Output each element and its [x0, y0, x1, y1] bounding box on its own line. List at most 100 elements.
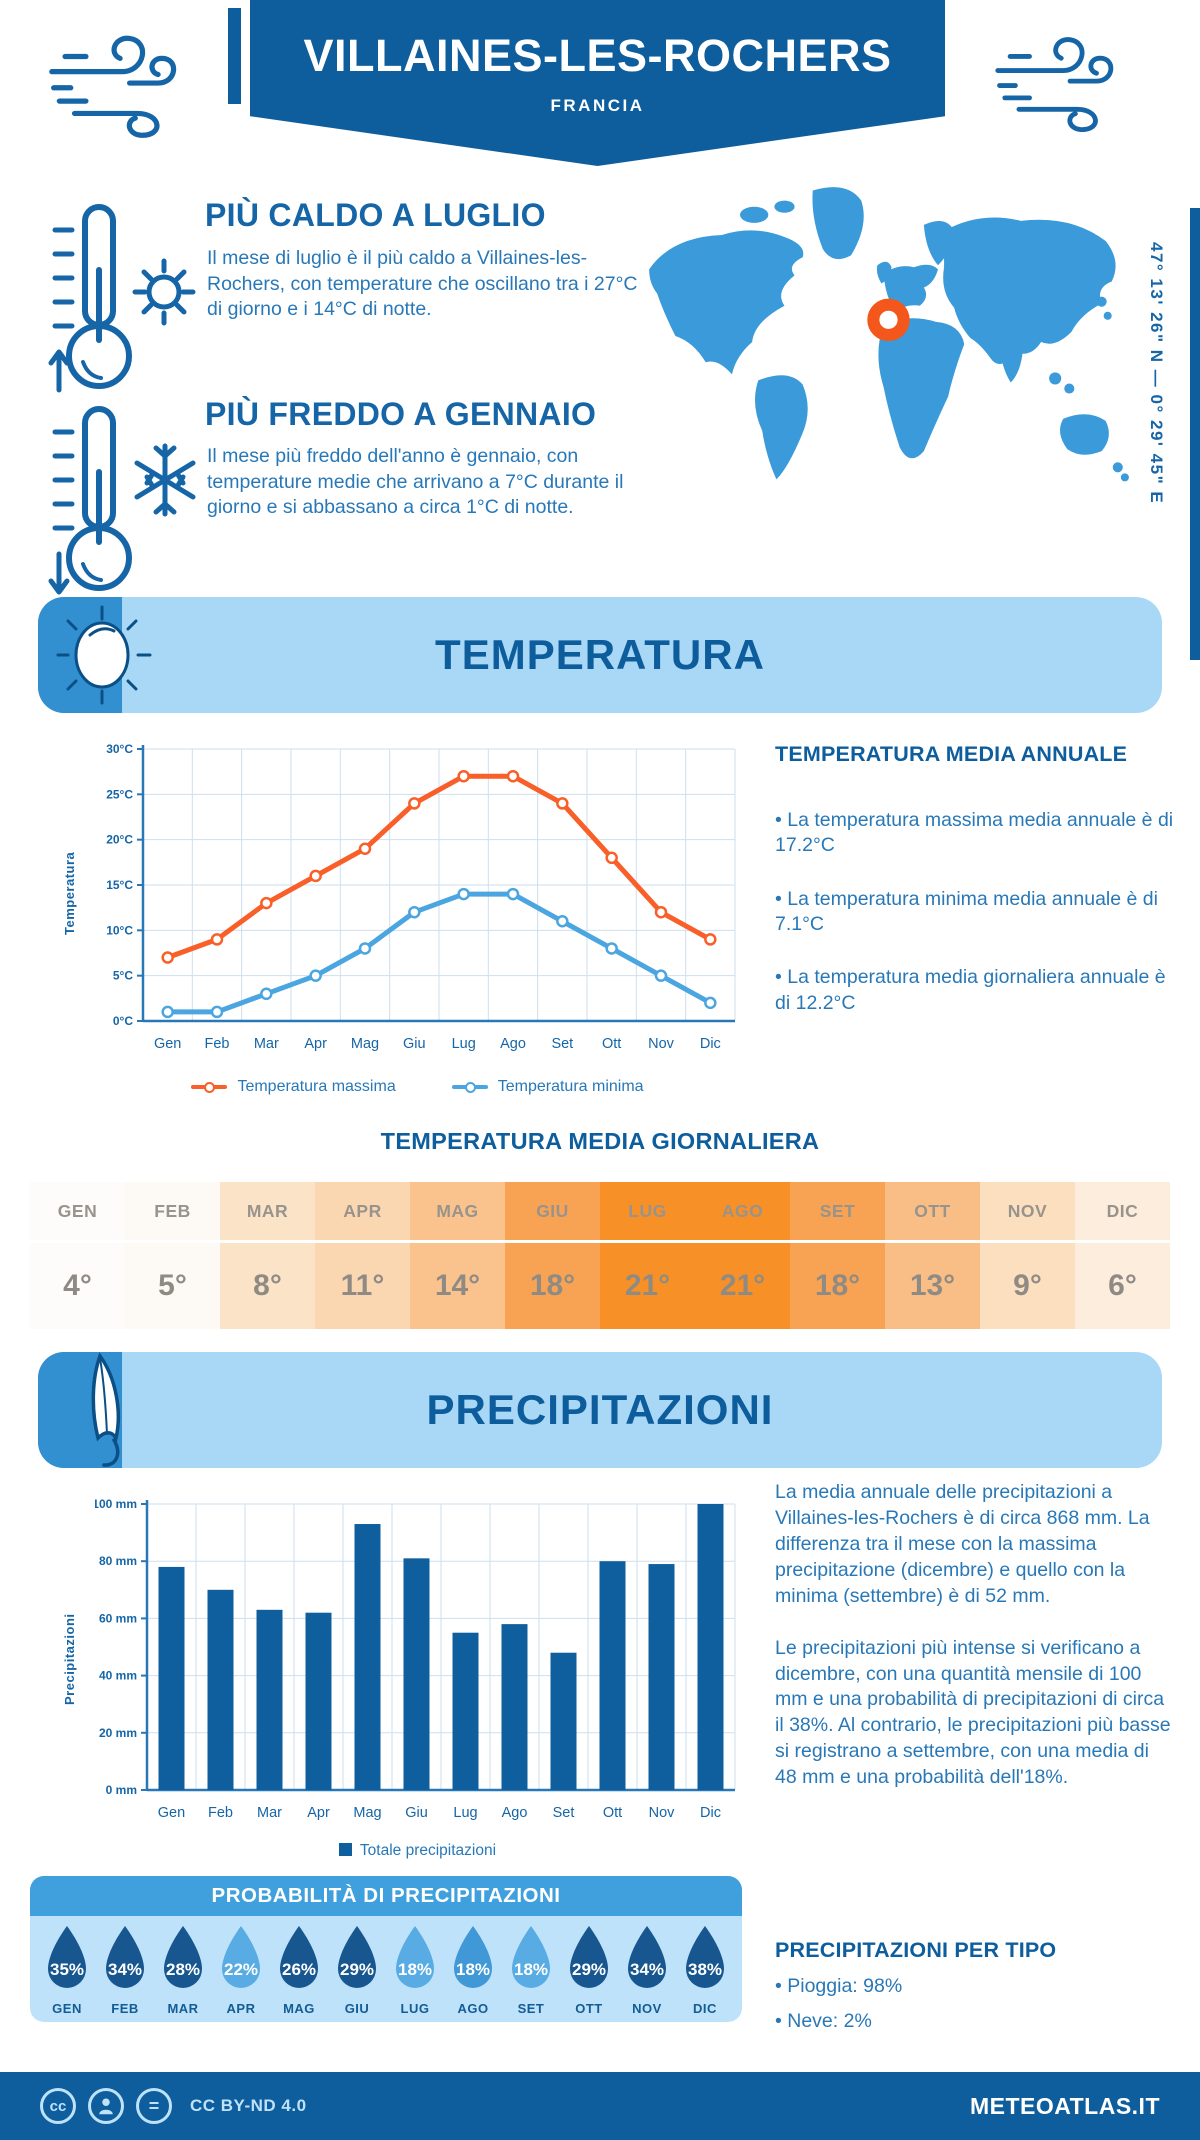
temp-table-column: LUG 21°	[600, 1182, 695, 1329]
precip-bar	[550, 1652, 577, 1790]
x-tick-label: Set	[551, 1036, 573, 1052]
x-tick-label: Set	[553, 1805, 575, 1821]
drop-percent: 18%	[513, 1960, 549, 1979]
drop-percent: 22%	[223, 1960, 259, 1979]
person-icon	[88, 2088, 124, 2124]
temperature-section-title: TEMPERATURA	[435, 631, 765, 678]
temp-table-column: DIC 6°	[1075, 1182, 1170, 1329]
precip-bar	[452, 1632, 479, 1790]
temp-value: 21°	[695, 1243, 790, 1329]
site-label: METEOATLAS.IT	[969, 2092, 1160, 2119]
month-label: FEB	[125, 1182, 220, 1240]
precip-bar	[305, 1612, 332, 1790]
warm-title: PIÙ CALDO A LUGLIO	[205, 197, 546, 233]
temp-point	[556, 797, 569, 810]
temp-table-column: NOV 9°	[980, 1182, 1075, 1329]
page-title: VILLAINES-LES-ROCHERS	[303, 30, 892, 81]
temp-point	[556, 915, 569, 928]
license-group: cc = CC BY-ND 4.0	[40, 2088, 307, 2124]
probability-drops: 35% GEN 34% FEB 28% MAR 22% APR 26% MAG 29% GIU 18% L…	[30, 1916, 742, 2016]
x-tick-label: Dic	[700, 1805, 721, 1821]
temp-table-column: GEN 4°	[30, 1182, 125, 1329]
wind-icon	[49, 35, 177, 138]
x-tick-label: Gen	[154, 1036, 181, 1052]
thermometer-down-icon	[48, 406, 132, 595]
precip-bar	[599, 1561, 626, 1790]
drop-percent: 28%	[165, 1960, 201, 1979]
drop-icon	[396, 1926, 434, 1988]
month-label: AGO	[695, 1182, 790, 1240]
probability-drop: 35% GEN	[39, 1924, 95, 2016]
drop-month-label: GEN	[52, 2001, 82, 2016]
temp-value: 14°	[410, 1243, 505, 1329]
location-marker	[867, 298, 910, 342]
y-tick-label: 80 mm	[99, 1554, 137, 1568]
temp-value: 5°	[125, 1243, 220, 1329]
temp-point	[260, 896, 273, 910]
x-tick-label: Mag	[353, 1805, 381, 1821]
temperature-chart: 0°C 5°C 10°C 15°C 20°C 25°C 30°C Gen Feb Mar Apr Ma…	[106, 742, 736, 1052]
precip-bar	[207, 1589, 234, 1790]
probability-drop: 34% FEB	[97, 1924, 153, 2016]
precipitation-section-band: PRECIPITAZIONI	[38, 1352, 1162, 1468]
x-tick-label: Apr	[304, 1036, 327, 1052]
probability-drop: 18% LUG	[387, 1924, 443, 2016]
month-label: MAG	[410, 1182, 505, 1240]
drop-icon	[570, 1926, 608, 1988]
drop-percent: 18%	[455, 1960, 491, 1979]
precipitation-types-title: PRECIPITAZIONI PER TIPO	[775, 1938, 1057, 1962]
temp-value: 9°	[980, 1243, 1075, 1329]
x-tick-label: Giu	[403, 1036, 426, 1052]
temp-table-column: MAR 8°	[220, 1182, 315, 1329]
temp-value: 11°	[315, 1243, 410, 1329]
precip-bar	[354, 1524, 381, 1790]
probability-drop: 38% DIC	[677, 1924, 733, 2016]
drop-icon	[48, 1926, 86, 1988]
cc-glyph: cc	[49, 2097, 67, 2115]
type-bullet: • Pioggia: 98%	[775, 1975, 903, 1997]
temp-series-line	[165, 891, 713, 1015]
snowflake-icon	[134, 443, 196, 517]
drop-icon	[222, 1926, 260, 1988]
drop-month-label: NOV	[632, 2001, 662, 2016]
x-tick-label: Ott	[602, 1036, 621, 1052]
daily-temperature-title: TEMPERATURA MEDIA GIORNALIERA	[380, 1128, 820, 1154]
wind-icon	[995, 37, 1114, 133]
precip-chart-ylabel: Precipitazioni	[62, 1613, 77, 1705]
x-tick-label: Lug	[452, 1036, 476, 1052]
x-tick-label: Ago	[500, 1036, 526, 1052]
y-tick-label: 0 mm	[106, 1783, 137, 1797]
legend-marker-min-icon	[451, 1082, 488, 1093]
map-right-accent	[1190, 208, 1200, 660]
legend-item-min: Temperatura minima	[451, 1078, 644, 1096]
temp-value: 8°	[220, 1243, 315, 1329]
x-tick-label: Ago	[502, 1805, 528, 1821]
precipitation-chart: 0 mm 20 mm 40 mm 60 mm 80 mm 100 mm Gen Feb Mar A…	[95, 1497, 736, 1821]
month-label: GEN	[30, 1182, 125, 1240]
cc-icon: cc	[40, 2088, 76, 2124]
legend-square-icon	[338, 1843, 352, 1856]
temp-point	[408, 797, 421, 810]
temp-table-column: SET 18°	[790, 1182, 885, 1329]
temp-value: 21°	[600, 1243, 695, 1329]
probability-drop: 18% AGO	[445, 1924, 501, 2016]
daily-temperature-table: GEN 4° FEB 5° MAR 8° APR 11° MAG 14° GIU 18° LUG 21° A…	[30, 1182, 1170, 1329]
x-tick-label: Gen	[158, 1805, 185, 1821]
month-label: MAR	[220, 1182, 315, 1240]
drop-month-label: LUG	[400, 2001, 430, 2016]
precipitation-types-bullets: • Pioggia: 98% • Neve: 2%	[775, 1974, 1165, 2045]
probability-title: PROBABILITÀ DI PRECIPITAZIONI	[30, 1876, 742, 1916]
temp-point	[605, 942, 618, 955]
temp-point	[654, 905, 668, 919]
temp-point	[704, 933, 717, 946]
page-subtitle: FRANCIA	[550, 96, 645, 115]
x-tick-label: Mar	[254, 1036, 279, 1052]
temp-point	[457, 887, 470, 901]
drop-percent: 29%	[339, 1960, 375, 1979]
temp-point	[457, 769, 470, 783]
annual-bullet: • La temperatura massima media annuale è…	[775, 809, 1174, 857]
temp-value: 13°	[885, 1243, 980, 1329]
temp-point	[408, 905, 421, 919]
nd-glyph: =	[148, 2095, 160, 2116]
